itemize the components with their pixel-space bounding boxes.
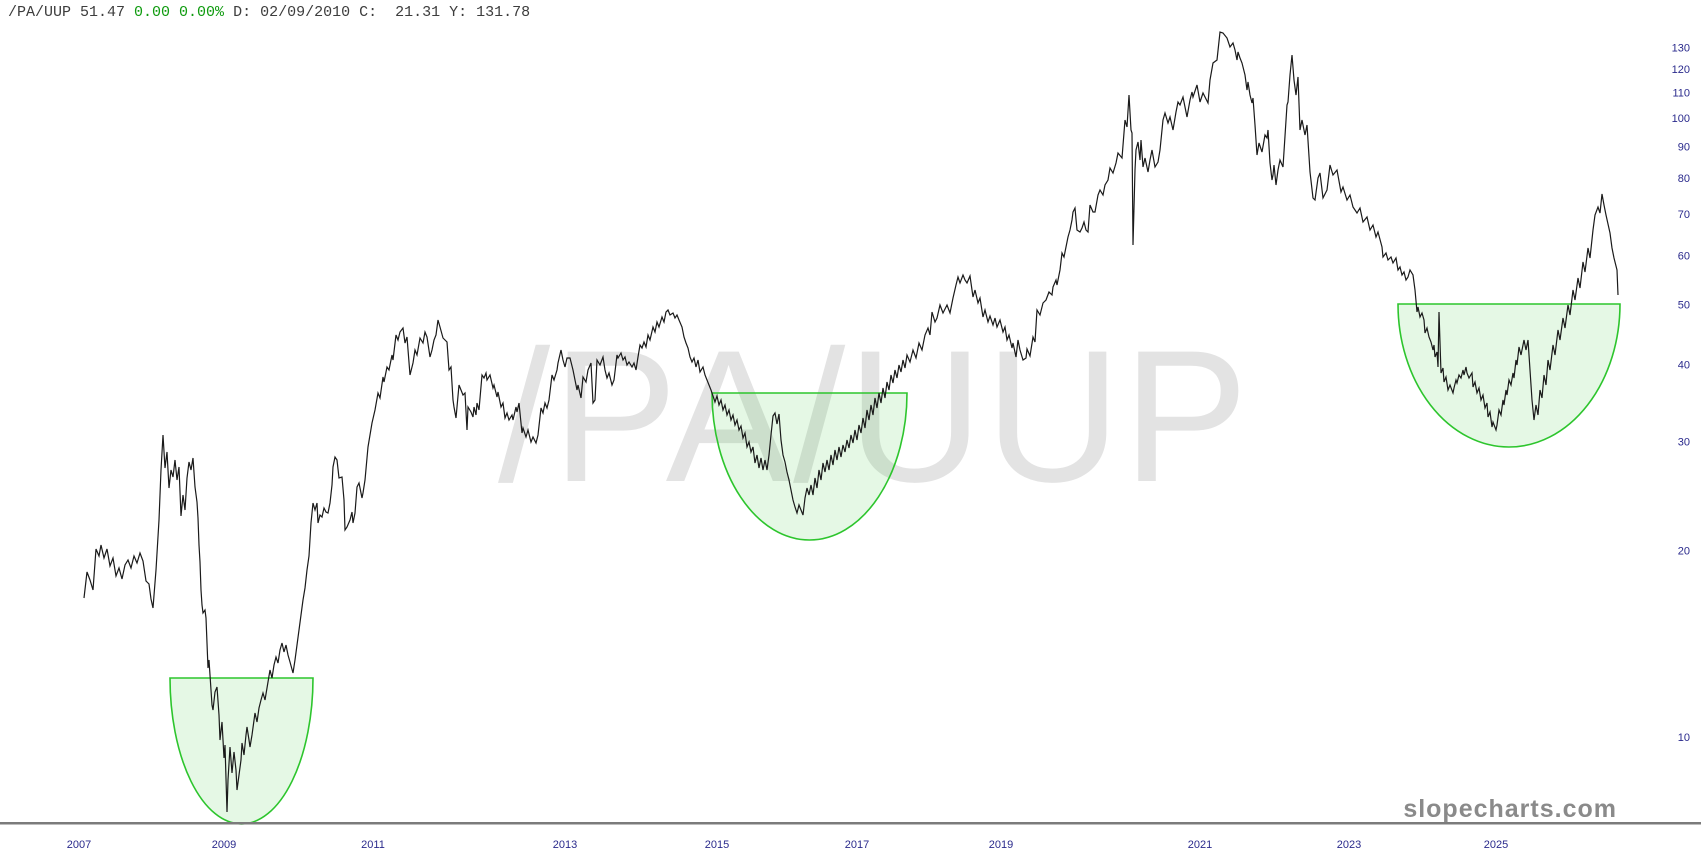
saucer-annotation[interactable] (711, 392, 908, 541)
price-tick-label: 100 (1672, 113, 1690, 125)
price-line (83, 31, 1619, 813)
price-tick-label: 90 (1678, 141, 1690, 153)
price-tick-label: 120 (1672, 64, 1690, 76)
year-tick-label: 2023 (1337, 839, 1361, 851)
price-tick-label: 30 (1678, 437, 1690, 449)
price-tick-label: 50 (1678, 299, 1690, 311)
quote-symbol-price: /PA/UUP 51.47 (8, 4, 126, 21)
price-tick-label: 60 (1678, 250, 1690, 262)
quote-header: /PA/UUP 51.47 0.00 0.00% D: 02/09/2010 C… (8, 4, 530, 22)
slopecharts-logo-text: slopecharts.com (1403, 795, 1617, 823)
year-tick-label: 2015 (705, 839, 729, 851)
price-tick-label: 130 (1672, 42, 1690, 54)
saucer-annotation[interactable] (1397, 303, 1621, 448)
year-tick-label: 2013 (553, 839, 577, 851)
year-tick-label: 2019 (989, 839, 1013, 851)
year-tick-label: 2025 (1484, 839, 1508, 851)
year-tick-label: 2009 (212, 839, 236, 851)
price-tick-label: 80 (1678, 173, 1690, 185)
symbol-watermark: /PA/UUP (498, 322, 1250, 510)
price-tick-label: 110 (1672, 87, 1690, 99)
price-tick-label: 20 (1678, 546, 1690, 558)
quote-crosshair-readout: D: 02/09/2010 C: 21.31 Y: 131.78 (233, 4, 531, 21)
price-tick-label: 40 (1678, 359, 1690, 371)
year-tick-label: 2021 (1188, 839, 1212, 851)
year-tick-label: 2017 (845, 839, 869, 851)
price-tick-label: 70 (1678, 209, 1690, 221)
quote-change: 0.00 0.00% (134, 4, 225, 21)
year-tick-label: 2007 (67, 839, 91, 851)
price-tick-label: 10 (1678, 732, 1690, 744)
x-axis-line (0, 822, 1701, 825)
year-tick-label: 2011 (361, 839, 385, 851)
